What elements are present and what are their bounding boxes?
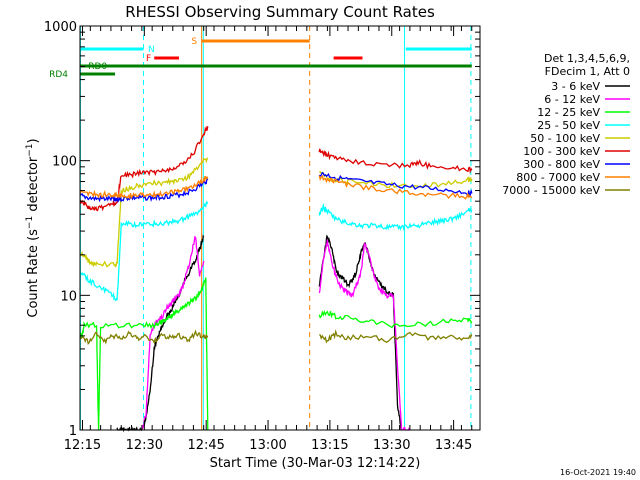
flag-label-n: N: [148, 45, 155, 55]
legend-item-5: 100 - 300 keV: [523, 145, 600, 158]
series-line-1-1: [318, 239, 410, 431]
series-line-3-1: [318, 202, 473, 231]
y-tick-label-3: 1000: [44, 20, 77, 35]
y-axis-label-exponent-2: −1: [25, 143, 35, 156]
legend-item-2: 12 - 25 keV: [537, 106, 600, 119]
series-line-7-0: [79, 175, 209, 200]
series-line-1-0: [141, 235, 205, 431]
series-line-5-1: [318, 148, 473, 174]
flag-label-rd0: RD0: [88, 62, 107, 72]
legend-header-line-1: Det 1,3,4,5,6,9,: [544, 52, 630, 65]
y-axis-label-end: ): [26, 138, 41, 143]
chart-title: RHESSI Observing Summary Count Rates: [125, 3, 435, 21]
y-tick-label-0: 1: [69, 424, 77, 439]
x-tick-label-1: 12:30: [126, 438, 163, 453]
flag-label-rd4: RD4: [49, 70, 68, 80]
series-line-2-1: [318, 309, 473, 329]
series-line-4-1: [318, 170, 473, 189]
legend-item-4: 50 - 100 keV: [530, 132, 600, 145]
legend-item-8: 7000 - 15000 keV: [502, 184, 600, 197]
legend-header-line-2: FDecim 1, Att 0: [545, 65, 630, 78]
series-line-3-0: [79, 200, 209, 302]
plot-frame: [79, 25, 481, 431]
legend-item-7: 800 - 7000 keV: [516, 171, 600, 184]
series-line-7-1: [318, 174, 473, 200]
series-line-8-1: [319, 329, 473, 344]
legend-item-6: 300 - 800 keV: [523, 158, 600, 171]
x-tick-label-5: 13:30: [373, 438, 410, 453]
series-line-5-0: [79, 125, 209, 212]
y-tick-label-2: 100: [52, 155, 77, 170]
axes: 12:15 12:30 12:45 13:00 13:15 13:30 13:45 1 10 10…: [44, 20, 480, 453]
x-tick-label-3: 13:00: [249, 438, 286, 453]
x-tick-label-0: 12:15: [64, 438, 101, 453]
series-line-0-1: [318, 234, 403, 431]
y-axis-label-exponent-1: −1: [25, 216, 35, 229]
legend-header: Det 1,3,4,5,6,9, FDecim 1, Att 0: [544, 52, 630, 78]
legend-item-3: 25 - 50 keV: [537, 119, 600, 132]
series-line-4-0: [79, 157, 209, 268]
x-tick-label-2: 12:45: [187, 438, 224, 453]
series-line-6-1: [318, 171, 473, 197]
y-axis-label-middle: detector: [26, 156, 41, 216]
x-axis-label: Start Time (30-Mar-03 12:14:22): [210, 456, 421, 471]
y-axis-label: Count Rate (s−1 detector−1): [25, 138, 41, 317]
legend-item-0: 3 - 6 keV: [551, 80, 600, 93]
series-line-2-0: [79, 277, 209, 431]
y-tick-label-1: 10: [60, 289, 77, 304]
y-axis-label-main: Count Rate (s: [26, 229, 41, 318]
plot-area: N S F RD0 RD4: [49, 26, 473, 433]
series-line-6-0: [79, 178, 209, 204]
series-line-8-0: [79, 329, 209, 345]
flag-label-f: F: [146, 54, 151, 64]
generated-timestamp: 16-Oct-2021 19:40: [560, 468, 636, 477]
x-tick-label-4: 13:15: [311, 438, 348, 453]
x-tick-label-6: 13:45: [435, 438, 472, 453]
legend-item-1: 6 - 12 keV: [544, 93, 600, 106]
flag-label-s: S: [191, 37, 197, 47]
